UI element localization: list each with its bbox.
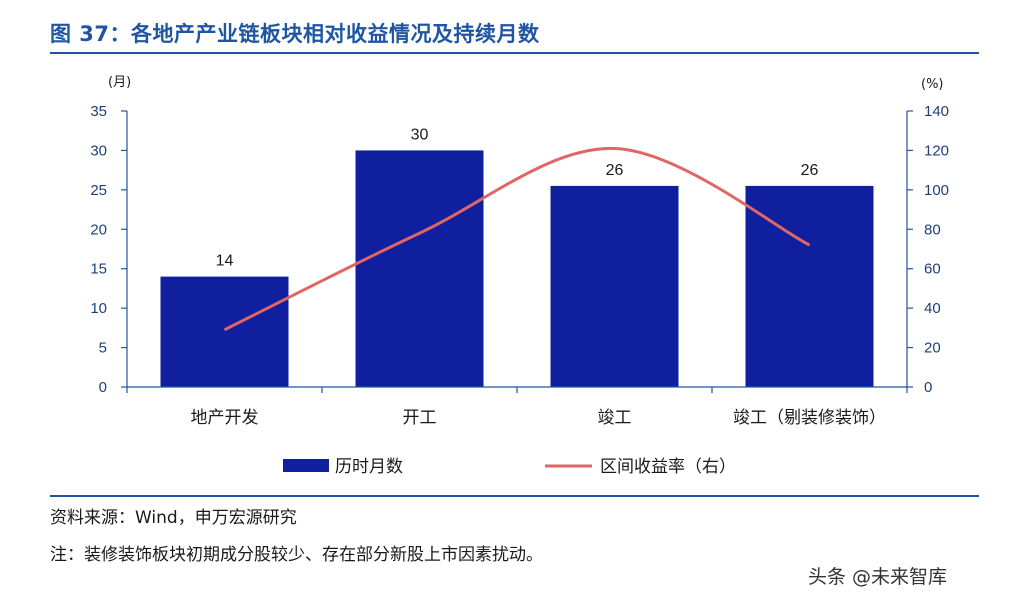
left-tick-label: 35: [90, 103, 107, 120]
bar: [355, 150, 484, 387]
x-tick-label: 竣工（剔装修装饰）: [733, 408, 886, 428]
chart-title: 图 37：各地产产业链板块相对收益情况及持续月数: [50, 22, 540, 46]
x-tick-label: 开工: [403, 408, 437, 428]
left-tick-label: 20: [90, 221, 107, 238]
left-tick-label: 5: [99, 340, 107, 357]
bar: [550, 185, 679, 387]
left-tick-label: 30: [90, 142, 107, 159]
line-series: [223, 146, 811, 332]
right-tick-label: 60: [924, 261, 941, 278]
data-label: 26: [801, 162, 819, 179]
x-tick-label: 竣工: [598, 408, 632, 428]
legend-label-line: 区间收益率（右）: [600, 457, 736, 477]
right-tick-label: 0: [924, 379, 932, 396]
data-label: 30: [411, 126, 429, 143]
right-tick-label: 80: [924, 221, 941, 238]
right-axis-unit: (%): [921, 77, 944, 92]
labels: 14 30 26 26: [216, 126, 819, 269]
left-axis-unit: (月): [108, 75, 131, 90]
line-path: [223, 146, 811, 332]
left-tick-label: 10: [90, 300, 107, 317]
right-tick-label: 120: [924, 142, 949, 159]
source-divider: [50, 495, 979, 497]
source-text: 资料来源：Wind，申万宏源研究: [50, 508, 297, 528]
data-label: 14: [216, 253, 234, 270]
legend-label-bar: 历时月数: [335, 457, 403, 477]
data-label: 26: [606, 162, 624, 179]
bar: [160, 276, 289, 387]
right-tick-label: 140: [924, 103, 949, 120]
bar-series: [160, 150, 874, 387]
legend-swatch-bar: [283, 459, 329, 472]
right-tick-label: 100: [924, 182, 949, 199]
right-tick-label: 20: [924, 340, 941, 357]
note-text: 注：装修装饰板块初期成分股较少、存在部分新股上市因素扰动。: [50, 545, 543, 565]
left-tick-label: 0: [99, 379, 107, 396]
watermark-text: 头条 @未来智库: [808, 566, 948, 588]
legend: 历时月数 区间收益率（右）: [283, 457, 736, 477]
right-tick-label: 40: [924, 300, 941, 317]
x-tick-label: 地产开发: [191, 408, 259, 428]
title-divider: [50, 52, 979, 54]
axes: 0 5 10 15 20 25 30 35 0 20 40 60 80 100 120 140 (月) (%) 地产…: [90, 75, 949, 428]
left-tick-label: 15: [90, 261, 107, 278]
left-tick-label: 25: [90, 182, 107, 199]
